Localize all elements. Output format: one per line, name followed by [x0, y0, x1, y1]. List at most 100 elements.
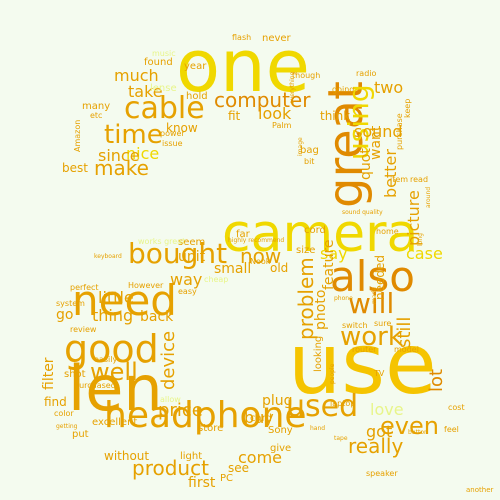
word-excellent: excellent — [92, 417, 138, 428]
word-really: really — [348, 434, 404, 458]
word-found: found — [144, 57, 173, 68]
word-Palm: Palm — [272, 121, 292, 130]
word-router: router — [352, 345, 377, 354]
word-small: small — [214, 261, 252, 277]
word-lense: lense — [150, 83, 177, 94]
word-review: review — [70, 325, 97, 334]
word-size: size — [296, 245, 316, 256]
word-now: now — [240, 244, 282, 268]
word-power: power — [160, 129, 185, 138]
word-looking: looking — [313, 335, 324, 372]
word-camera: camera — [222, 204, 419, 264]
word-first: first — [188, 475, 216, 491]
word-light: light — [180, 451, 203, 462]
word-come: come — [238, 448, 283, 467]
word-photo: photo — [313, 289, 329, 330]
word-etc: etc — [90, 111, 103, 120]
word-len: len — [68, 352, 163, 425]
word-headphone: headphone — [104, 395, 307, 436]
word-bag: bag — [300, 145, 319, 156]
word-work: work — [340, 322, 403, 352]
word-since: since — [98, 146, 140, 165]
word-make: make — [94, 156, 149, 180]
word-easy: easy — [178, 287, 197, 296]
word-used: used — [286, 389, 359, 424]
word-thing: thing — [92, 306, 134, 325]
word-image: image — [297, 137, 304, 156]
word-many: many — [82, 101, 111, 112]
word-phone: phone — [334, 295, 353, 302]
word-still: still — [394, 316, 415, 348]
word-store: store — [198, 423, 224, 434]
word-think: think — [320, 109, 351, 123]
word-need: need — [72, 276, 177, 325]
word-around: around — [425, 186, 432, 208]
word-purchased: purchased — [74, 381, 116, 390]
word-getting: getting — [56, 423, 78, 430]
word-item: item — [390, 175, 409, 184]
word-long: long — [417, 233, 424, 246]
word-Amazon: Amazon — [73, 119, 82, 152]
word-lot: lot — [426, 368, 447, 392]
word-radio: radio — [356, 69, 377, 78]
word-use: use — [288, 315, 437, 413]
word-old: old — [270, 261, 289, 275]
word-find: find — [44, 395, 67, 409]
word-sound-quality: sound quality — [342, 209, 383, 216]
word-case: case — [406, 244, 443, 263]
word-time: time — [104, 120, 163, 150]
word-year: year — [184, 61, 207, 72]
word-sound: sound — [354, 122, 403, 141]
word-keyboard: keyboard — [94, 253, 122, 260]
word-quot: quot — [358, 148, 374, 180]
word-easily: easily — [94, 355, 118, 364]
word-read: read — [410, 175, 429, 184]
word-go: go — [56, 307, 74, 323]
word-keep: keep — [403, 98, 412, 118]
word-two: two — [374, 78, 404, 97]
word-shot: shot — [64, 369, 86, 380]
word-feel: feel — [444, 425, 459, 434]
word-switch: switch — [342, 321, 368, 330]
word-button: button — [408, 429, 428, 436]
word-card: card — [250, 413, 272, 424]
word-price: price — [158, 400, 203, 421]
word-put: put — [72, 429, 89, 440]
word-way: way — [170, 270, 203, 289]
word-allow: allow — [160, 395, 181, 404]
word-fit: fit — [228, 109, 241, 123]
word-Sony: Sony — [268, 425, 293, 436]
word-model: model — [394, 345, 419, 354]
word-seem: seem — [178, 237, 206, 248]
word-highly-recommend: highly recommend — [228, 237, 285, 244]
word-better: better — [381, 149, 400, 198]
word-unit: unit — [178, 249, 206, 265]
word-look: look — [258, 104, 292, 123]
word-good: good — [64, 327, 159, 371]
word-take: take — [128, 82, 163, 101]
word-filter: filter — [41, 357, 57, 390]
word-love: love — [370, 400, 404, 419]
word-made: made — [371, 286, 378, 304]
word-going: going — [332, 85, 355, 94]
word-perfect: perfect — [70, 283, 99, 292]
word-little: little — [98, 288, 134, 307]
word-everything: everything — [289, 71, 296, 104]
word-purchase: purchase — [395, 113, 404, 150]
word-know: know — [166, 121, 198, 135]
word-feature: feature — [321, 239, 337, 290]
word-color: color — [54, 409, 74, 418]
word-hand: hand — [310, 425, 326, 432]
word-plug: plug — [262, 393, 293, 409]
word-bought: bought — [128, 237, 228, 270]
word-cheap: cheap — [204, 275, 229, 284]
word-bit: bit — [304, 157, 315, 166]
word-though: though — [292, 71, 321, 80]
word-cost: cost — [448, 403, 465, 412]
word-never: never — [262, 33, 291, 44]
word-buy: buy — [244, 408, 274, 427]
word-system: system — [56, 299, 85, 308]
word-cable: cable — [124, 91, 205, 126]
word-give: give — [270, 443, 292, 454]
word-hold: hold — [186, 91, 208, 102]
